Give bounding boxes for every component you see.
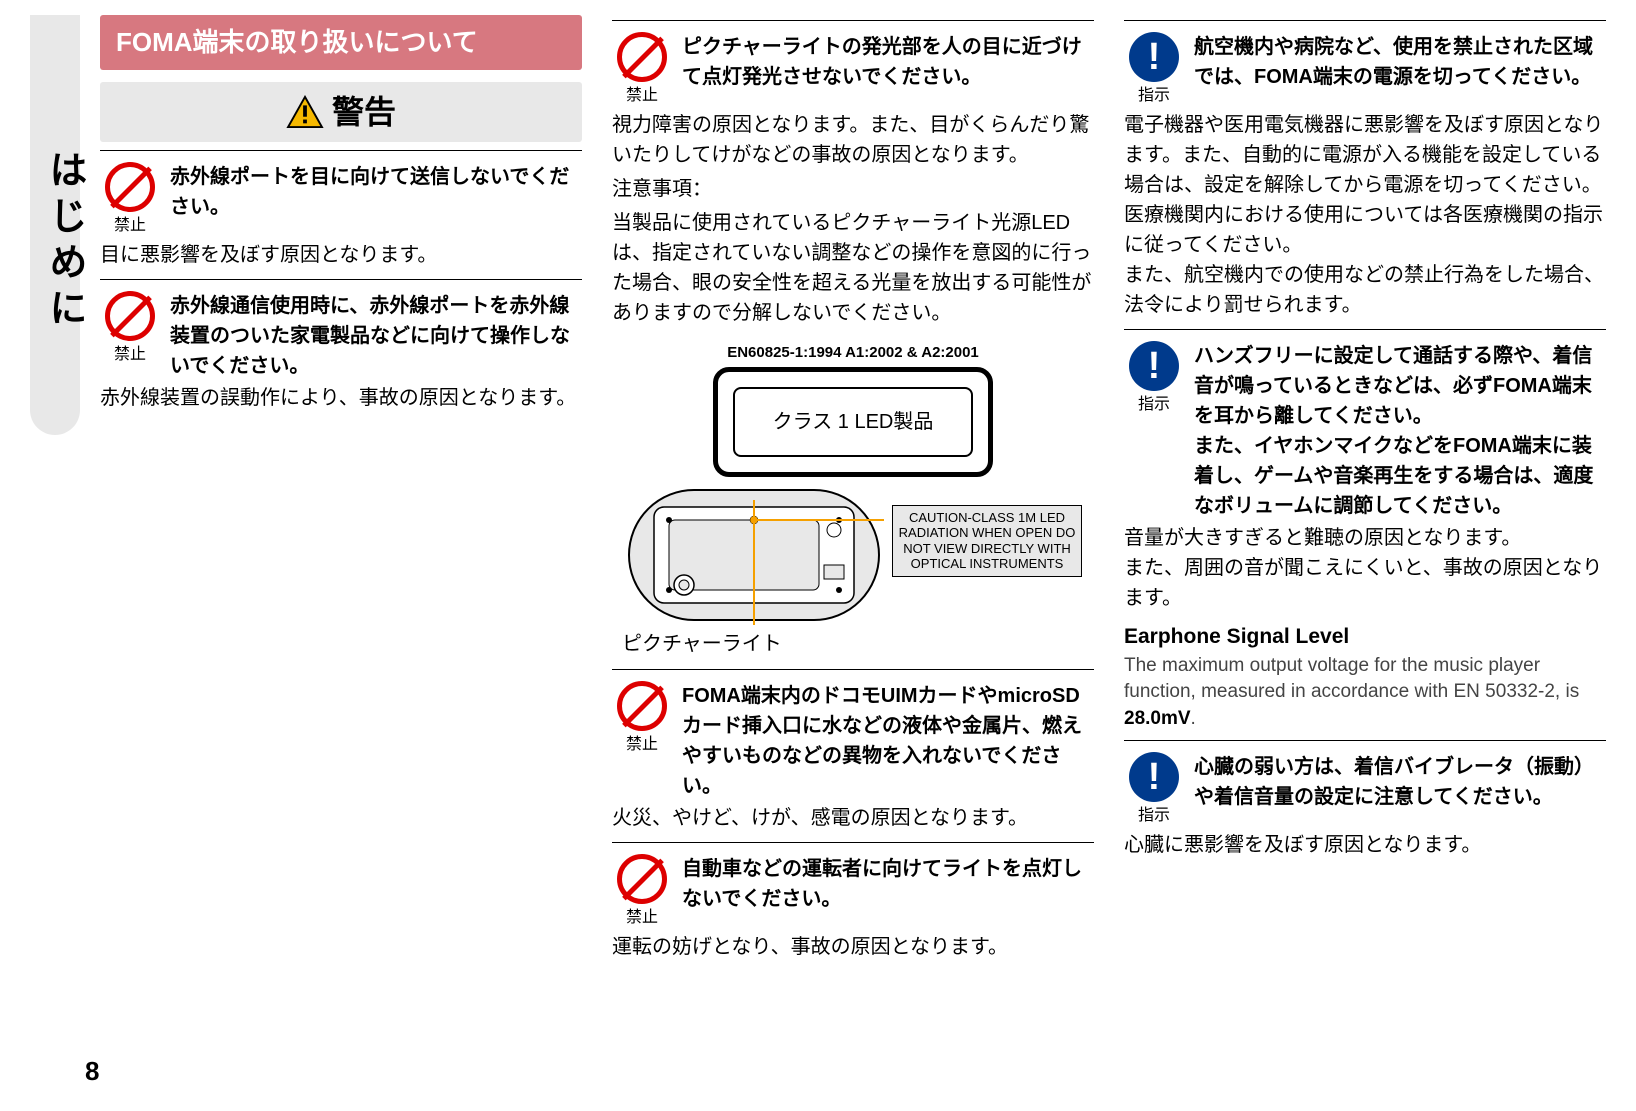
prohibit-icon: [105, 291, 155, 341]
led-label-box: クラス 1 LED製品: [713, 367, 993, 477]
page-number: 8: [85, 1052, 99, 1091]
prohibit-icon: [105, 162, 155, 212]
earphone-text-1: The maximum output voltage for the music…: [1124, 655, 1579, 703]
warning-item: 禁止 FOMA端末内のドコモUIMカードやmicroSDカード挿入口に水などの液…: [612, 675, 1094, 803]
icon-label: 禁止: [626, 906, 658, 930]
warning-item: 禁止 赤外線通信使用時に、赤外線ポートを赤外線装置のついた家電製品などに向けて操…: [100, 285, 582, 383]
side-title: はじめに: [35, 150, 92, 334]
divider: [100, 150, 582, 151]
warning-item: ! 指示 ハンズフリーに設定して通話する際や、着信音が鳴っているときなどは、必ず…: [1124, 335, 1606, 523]
earphone-body: The maximum output voltage for the music…: [1124, 653, 1606, 733]
divider: [612, 842, 1094, 843]
icon-label: 禁止: [114, 343, 146, 367]
column-1: FOMA端末の取り扱いについて 警告 禁止 赤外線ポートを目に向けて送信しないで…: [100, 15, 582, 966]
divider: [612, 669, 1094, 670]
icon-column: 禁止: [612, 854, 672, 930]
earphone-value: 28.0mV: [1124, 708, 1191, 729]
item-body: 当製品に使用されているピクチャーライト光源LEDは、指定されていない調整などの操…: [612, 208, 1094, 332]
icon-column: ! 指示: [1124, 32, 1184, 108]
warning-item: 禁止 ピクチャーライトの発光部を人の目に近づけて点灯発光させないでください。: [612, 26, 1094, 110]
item-body: 運転の妨げとなり、事故の原因となります。: [612, 932, 1094, 966]
item-body: 注意事項：: [612, 174, 1094, 208]
icon-label: 指示: [1138, 393, 1170, 417]
item-body: 電子機器や医用電気機器に悪影響を及ぼす原因となります。また、自動的に電源が入る機…: [1124, 110, 1606, 324]
icon-label: 指示: [1138, 804, 1170, 828]
item-heading: 自動車などの運転者に向けてライトを点灯しないでください。: [682, 854, 1094, 914]
icon-label: 指示: [1138, 84, 1170, 108]
icon-label: 禁止: [114, 214, 146, 238]
icon-label: 禁止: [626, 733, 658, 757]
column-2: 禁止 ピクチャーライトの発光部を人の目に近づけて点灯発光させないでください。 視…: [612, 15, 1094, 966]
item-body: 火災、やけど、けが、感電の原因となります。: [612, 803, 1094, 837]
warning-label: 警告: [332, 88, 396, 136]
page-content: FOMA端末の取り扱いについて 警告 禁止 赤外線ポートを目に向けて送信しないで…: [0, 0, 1636, 966]
diagram-caption: ピクチャーライト: [622, 629, 782, 659]
earphone-text-2: .: [1191, 708, 1196, 729]
icon-column: 禁止: [100, 162, 160, 238]
icon-column: 禁止: [612, 32, 672, 108]
prohibit-icon: [617, 681, 667, 731]
item-heading: 航空機内や病院など、使用を禁止された区域では、FOMA端末の電源を切ってください…: [1194, 32, 1606, 92]
item-heading: 心臓の弱い方は、着信バイブレータ（振動）や着信音量の設定に注意してください。: [1194, 752, 1606, 812]
item-body: 赤外線装置の誤動作により、事故の原因となります。: [100, 383, 582, 417]
warning-item: 禁止 赤外線ポートを目に向けて送信しないでください。: [100, 156, 582, 240]
device-row: CAUTION-CLASS 1M LED RADIATION WHEN OPEN…: [624, 485, 1082, 625]
icon-label: 禁止: [626, 84, 658, 108]
item-heading: FOMA端末内のドコモUIMカードやmicroSDカード挿入口に水などの液体や金…: [682, 681, 1094, 801]
item-body: 目に悪影響を及ぼす原因となります。: [100, 240, 582, 274]
instruct-icon: !: [1129, 341, 1179, 391]
item-body: 視力障害の原因となります。また、目がくらんだり驚いたりしてけがなどの事故の原因と…: [612, 110, 1094, 174]
divider: [1124, 740, 1606, 741]
warning-triangle-icon: [286, 95, 324, 129]
item-body: 音量が大きすぎると難聴の原因となります。 また、周囲の音が聞こえにくいと、事故の…: [1124, 523, 1606, 617]
item-heading: 赤外線ポートを目に向けて送信しないでください。: [170, 162, 582, 222]
icon-column: 禁止: [612, 681, 672, 757]
divider: [100, 279, 582, 280]
led-diagram: EN60825-1:1994 A1:2002 & A2:2001 クラス 1 L…: [612, 342, 1094, 659]
divider: [1124, 20, 1606, 21]
warning-item: ! 指示 航空機内や病院など、使用を禁止された区域では、FOMA端末の電源を切っ…: [1124, 26, 1606, 110]
earphone-heading: Earphone Signal Level: [1124, 621, 1606, 653]
item-body: 心臓に悪影響を及ぼす原因となります。: [1124, 830, 1606, 864]
divider: [1124, 329, 1606, 330]
icon-column: ! 指示: [1124, 752, 1184, 828]
item-heading: ピクチャーライトの発光部を人の目に近づけて点灯発光させないでください。: [682, 32, 1094, 92]
section-header: FOMA端末の取り扱いについて: [100, 15, 582, 70]
warning-banner: 警告: [100, 82, 582, 142]
prohibit-icon: [617, 854, 667, 904]
device-illustration: [624, 485, 884, 625]
instruct-icon: !: [1129, 752, 1179, 802]
item-heading: ハンズフリーに設定して通話する際や、着信音が鳴っているときなどは、必ずFOMA端…: [1194, 341, 1606, 521]
icon-column: ! 指示: [1124, 341, 1184, 417]
instruct-icon: !: [1129, 32, 1179, 82]
column-3: ! 指示 航空機内や病院など、使用を禁止された区域では、FOMA端末の電源を切っ…: [1124, 15, 1606, 966]
divider: [612, 20, 1094, 21]
item-heading: 赤外線通信使用時に、赤外線ポートを赤外線装置のついた家電製品などに向けて操作しな…: [170, 291, 582, 381]
icon-column: 禁止: [100, 291, 160, 367]
caution-box: CAUTION-CLASS 1M LED RADIATION WHEN OPEN…: [892, 505, 1082, 577]
prohibit-icon: [617, 32, 667, 82]
led-class-label: クラス 1 LED製品: [733, 387, 973, 457]
warning-item: ! 指示 心臓の弱い方は、着信バイブレータ（振動）や着信音量の設定に注意してくだ…: [1124, 746, 1606, 830]
warning-item: 禁止 自動車などの運転者に向けてライトを点灯しないでください。: [612, 848, 1094, 932]
diagram-standard: EN60825-1:1994 A1:2002 & A2:2001: [727, 342, 979, 365]
